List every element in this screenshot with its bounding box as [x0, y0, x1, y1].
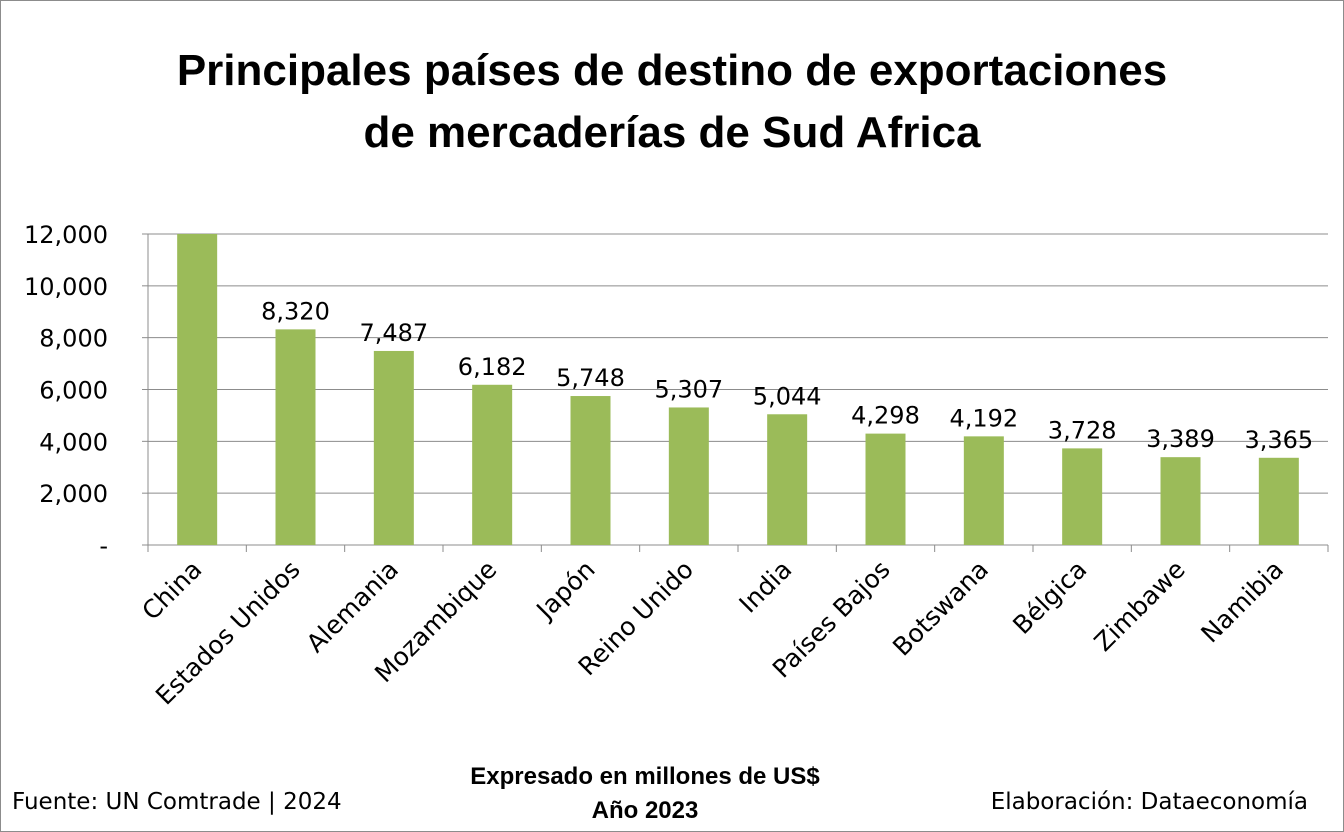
- y-tick-label: 6,000: [39, 377, 108, 405]
- y-tick-label: -: [99, 532, 108, 560]
- data-label: 4,192: [949, 404, 1018, 432]
- chart-subtitle-notes: Expresado en millones de US$ Año 2023: [0, 760, 1290, 828]
- bar-namibia: [1258, 457, 1299, 545]
- bar-botswana: [963, 436, 1004, 545]
- y-tick-label: 12,000: [24, 221, 108, 249]
- data-label: 3,728: [1048, 416, 1117, 444]
- data-label: 8,320: [261, 297, 330, 325]
- data-label: 5,044: [753, 382, 822, 410]
- year-note: Año 2023: [591, 797, 699, 824]
- data-label: 7,487: [359, 319, 428, 347]
- x-tick-label: Bélgica: [1007, 555, 1092, 640]
- x-tick-label: Botswana: [887, 555, 994, 662]
- data-label: 5,748: [556, 364, 625, 392]
- bar-países-bajos: [865, 433, 906, 545]
- data-label: 3,365: [1244, 426, 1313, 454]
- x-tick-label: Namibia: [1195, 555, 1289, 649]
- x-tick-label: Japón: [530, 555, 601, 626]
- credit-note: Elaboración: Dataeconomía: [990, 789, 1308, 815]
- data-label: 5,307: [654, 375, 723, 403]
- y-tick-label: 2,000: [39, 480, 108, 508]
- unit-note: Expresado en millones de US$: [470, 763, 820, 790]
- y-tick-label: 8,000: [39, 325, 108, 353]
- y-tick-label: 10,000: [24, 273, 108, 301]
- source-note: Fuente: UN Comtrade | 2024: [12, 789, 342, 815]
- data-label: 6,182: [458, 353, 527, 381]
- x-tick-label: India: [734, 555, 798, 619]
- chart-title-line-1: Principales países de destino de exporta…: [176, 46, 1168, 95]
- bar-bélgica: [1062, 448, 1103, 545]
- bar-zimbawe: [1160, 457, 1201, 545]
- data-label: 3,389: [1146, 425, 1215, 453]
- bar-reino-unido: [668, 407, 709, 545]
- bar-mozambique: [472, 384, 513, 545]
- chart-title-line-2: de mercaderías de Sud Africa: [363, 108, 981, 157]
- x-tick-label: China: [136, 555, 207, 626]
- bar-alemania: [373, 350, 414, 545]
- bar-estados-unidos: [275, 329, 316, 545]
- x-tick-label: Zimbawe: [1089, 555, 1191, 657]
- data-label: 4,298: [851, 402, 920, 430]
- chart-title: Principales países de destino de exporta…: [0, 40, 1344, 164]
- bar-india: [767, 414, 808, 545]
- bar-japón: [570, 396, 611, 545]
- bar-china: [177, 234, 218, 545]
- y-tick-label: 4,000: [39, 428, 108, 456]
- x-tick-label: Alemania: [301, 555, 404, 658]
